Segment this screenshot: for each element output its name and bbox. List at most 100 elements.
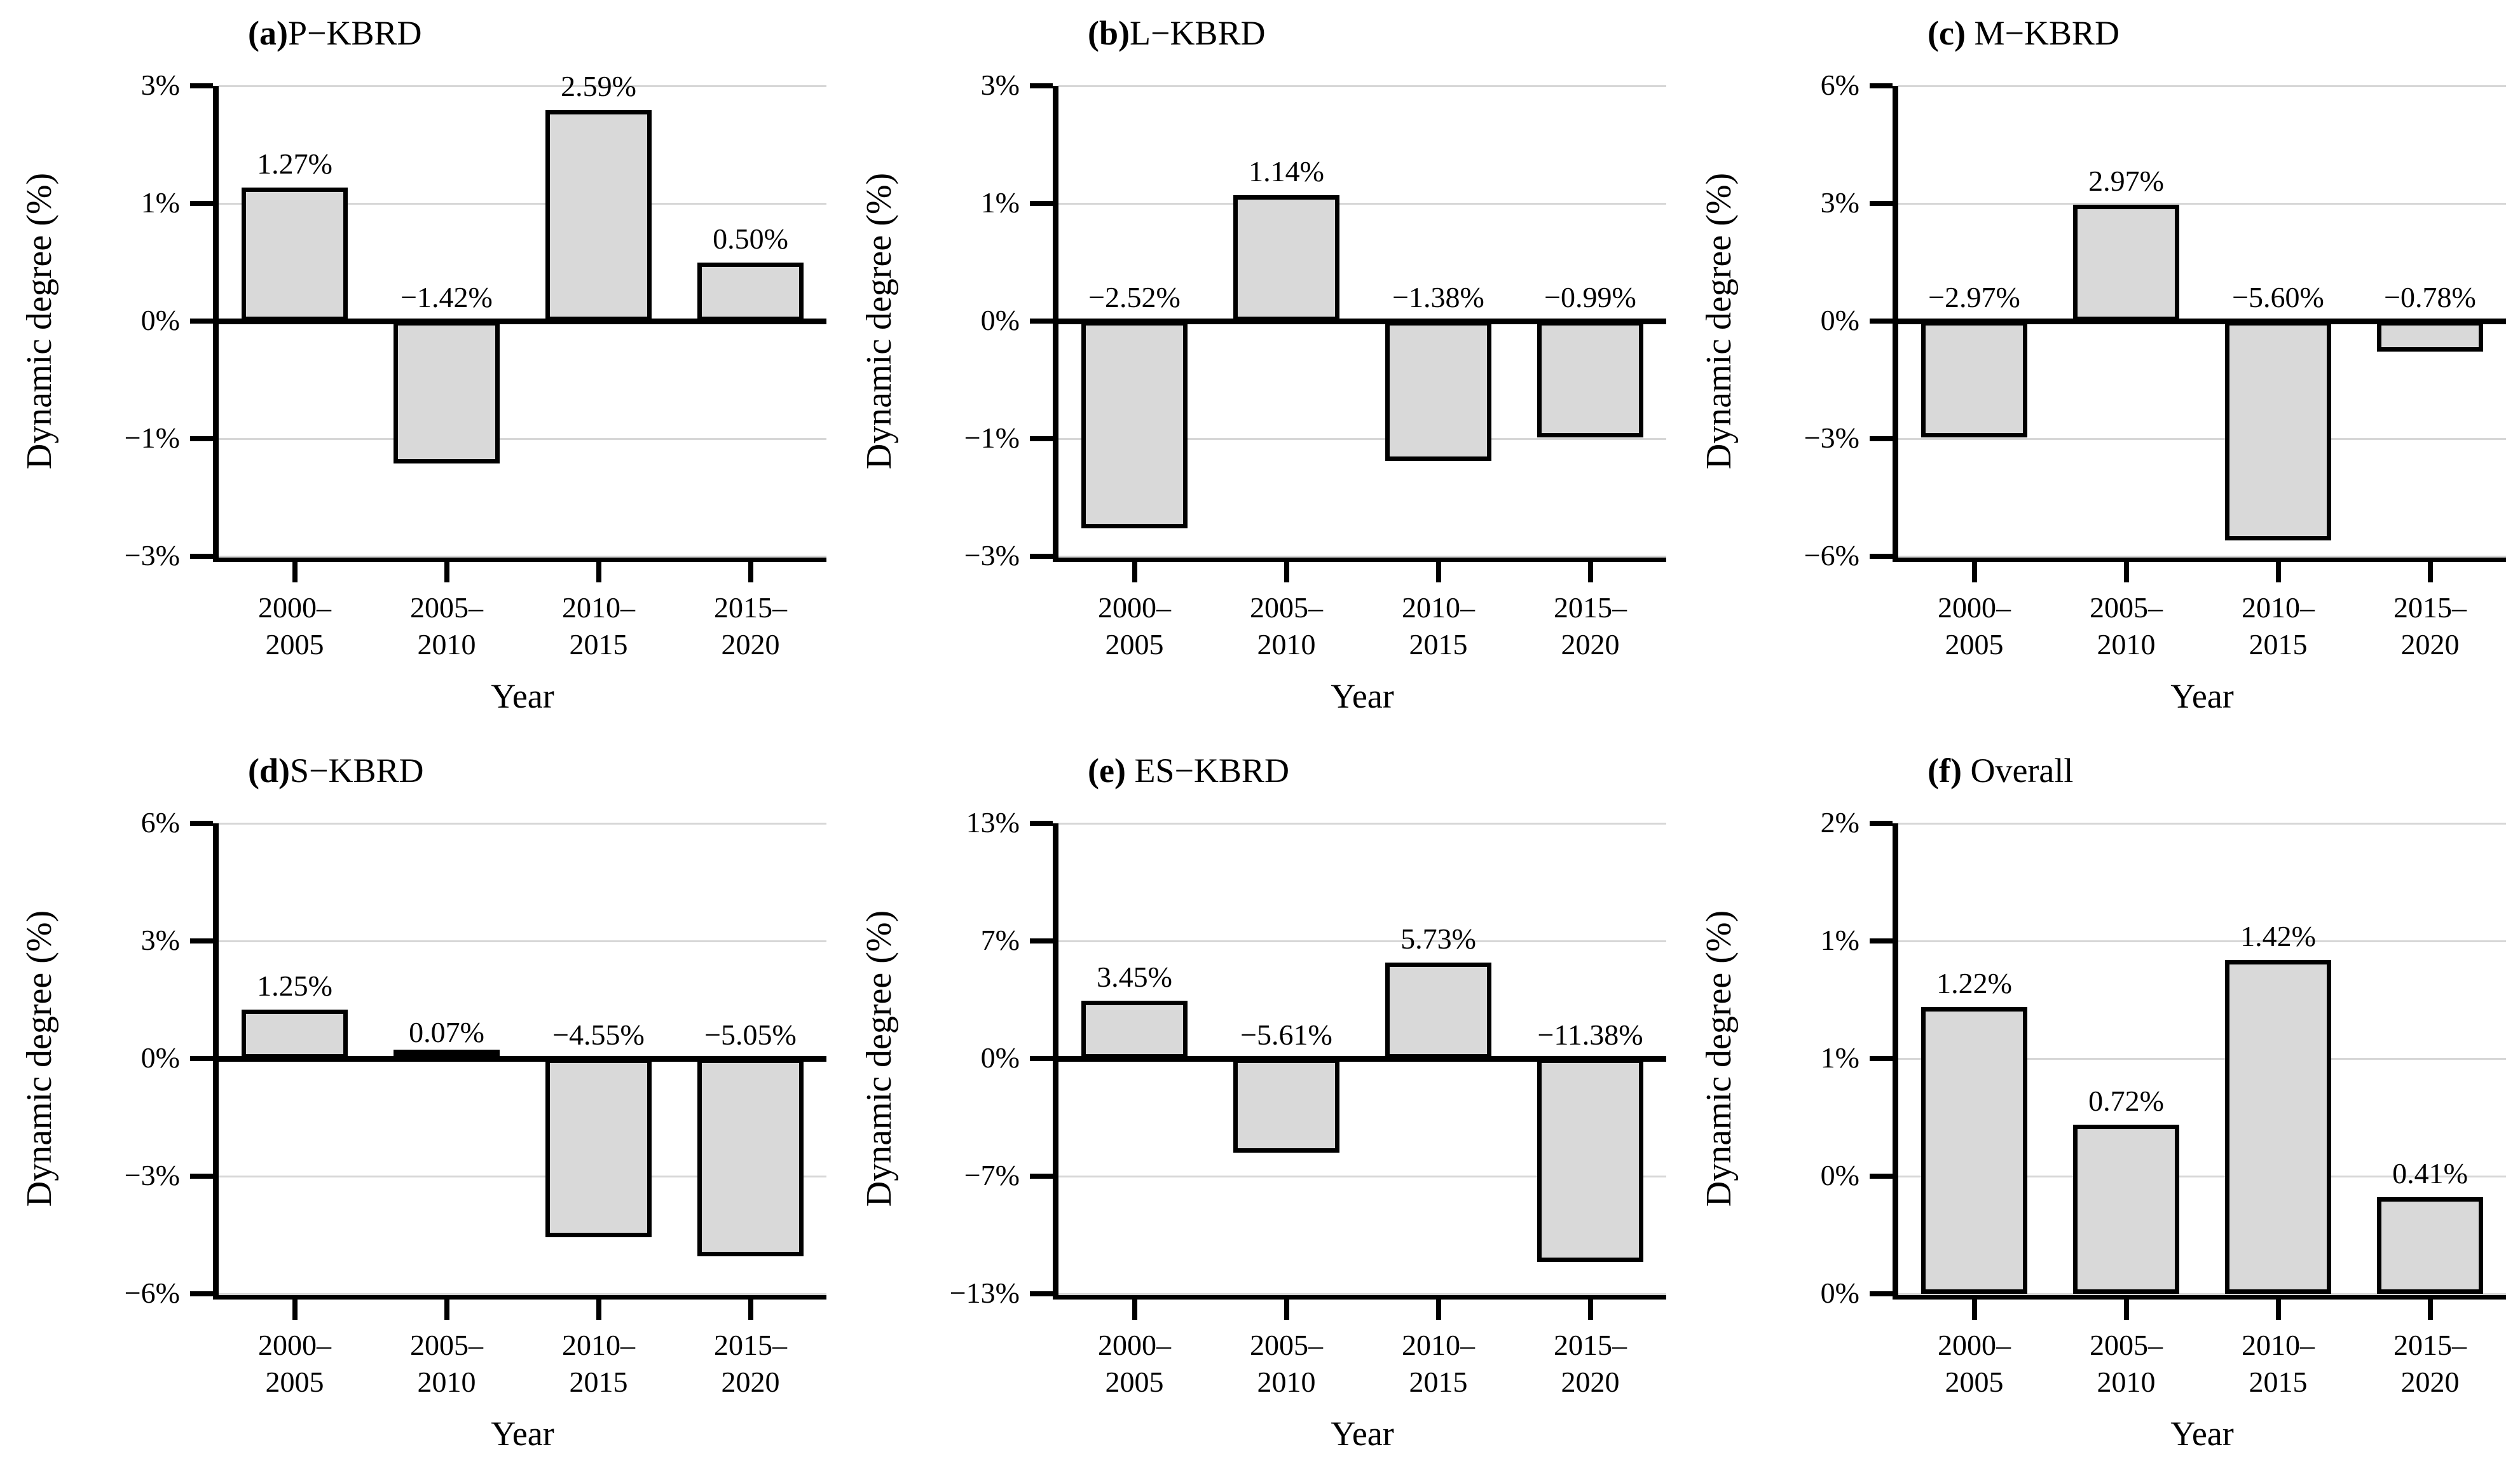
y-tick-mark xyxy=(1030,436,1053,441)
x-tick-label: 2000– 2005 xyxy=(1938,1327,2011,1401)
x-tick-label: 2000– 2005 xyxy=(1098,589,1171,663)
zero-line xyxy=(1898,319,2506,324)
y-tick-label: 1% xyxy=(1820,1041,1859,1074)
bar xyxy=(241,1009,348,1059)
bar-value-label: 2.97% xyxy=(2088,164,2164,197)
x-tick-mark xyxy=(748,562,753,582)
bar-value-label: −5.61% xyxy=(1240,1019,1332,1051)
gridline xyxy=(1058,202,1666,205)
x-tick-line1: 2015– xyxy=(2393,1329,2467,1361)
x-tick-label: 2010– 2015 xyxy=(562,1327,635,1401)
y-tick-label: −6% xyxy=(1804,539,1859,572)
bar-value-label: −2.97% xyxy=(1928,281,2020,313)
y-tick-mark xyxy=(190,1291,213,1296)
gridline xyxy=(219,940,826,942)
y-tick-mark xyxy=(1030,83,1053,88)
gridline xyxy=(219,202,826,205)
y-tick-label: −3% xyxy=(1804,422,1859,454)
y-tick-label: −7% xyxy=(964,1159,1020,1191)
y-tick-label: 0% xyxy=(980,304,1020,336)
panel-title-text: ES−KBRD xyxy=(1125,751,1289,790)
gridline xyxy=(1898,822,2506,825)
y-tick-label: 3% xyxy=(140,69,180,101)
x-tick-line2: 2010 xyxy=(2097,628,2156,661)
x-tick-line2: 2020 xyxy=(1561,628,1620,661)
bar xyxy=(1233,1059,1340,1153)
gridline xyxy=(219,85,826,87)
x-tick-line2: 2005 xyxy=(265,1366,324,1398)
x-tick-label: 2015– 2020 xyxy=(1554,1327,1627,1401)
y-tick-mark xyxy=(1870,1291,1893,1296)
bar-value-label: 1.22% xyxy=(1936,966,2012,999)
x-tick-mark xyxy=(1587,1300,1593,1320)
x-tick-mark xyxy=(292,1300,298,1320)
bar-value-label: −11.38% xyxy=(1537,1019,1643,1051)
y-tick-mark xyxy=(190,319,213,324)
x-tick-line2: 2015 xyxy=(569,628,628,661)
y-tick-mark xyxy=(1870,1174,1893,1179)
x-tick-line1: 2015– xyxy=(2393,591,2467,624)
bar xyxy=(2224,321,2332,541)
x-tick-line2: 2015 xyxy=(569,1366,628,1398)
x-tick-label: 2015– 2020 xyxy=(714,589,787,663)
gridline xyxy=(1898,1057,2506,1060)
x-axis-label: Year xyxy=(2170,1415,2234,1453)
y-tick-label: 6% xyxy=(1820,69,1859,101)
y-tick-mark xyxy=(190,1056,213,1061)
x-tick-mark xyxy=(2427,562,2433,582)
gridline xyxy=(1058,940,1666,942)
x-tick-mark xyxy=(1284,562,1289,582)
panel-title: (e) ES−KBRD xyxy=(1088,751,1289,790)
x-tick-mark xyxy=(2275,562,2281,582)
x-tick-line1: 2005– xyxy=(1250,591,1323,624)
x-tick-line2: 2010 xyxy=(417,1366,476,1398)
bar-value-label: 0.72% xyxy=(2088,1084,2164,1117)
x-tick-line1: 2000– xyxy=(1098,1329,1171,1361)
x-axis-label: Year xyxy=(1331,1415,1394,1453)
panel-title-text: P−KBRD xyxy=(287,14,422,52)
y-tick-label: 0% xyxy=(1820,1277,1859,1309)
bar xyxy=(2072,1124,2180,1294)
panel-e: Dynamic degree (%) (e) ES−KBRD 3.45% −5.61%… xyxy=(840,738,1680,1475)
x-tick-mark xyxy=(2427,1300,2433,1320)
panel-letter: (f) xyxy=(1928,751,1962,790)
y-tick-label: 0% xyxy=(140,1041,180,1074)
y-tick-label: −3% xyxy=(124,539,180,572)
x-tick-mark xyxy=(444,562,449,582)
panel-d: Dynamic degree (%) (d)S−KBRD 1.25% 0.07% −4.… xyxy=(0,738,840,1475)
bar xyxy=(545,109,652,321)
y-tick-mark xyxy=(1030,319,1053,324)
x-tick-label: 2005– 2010 xyxy=(1250,1327,1323,1401)
zero-line xyxy=(1058,1056,1666,1062)
x-tick-line2: 2020 xyxy=(721,1366,780,1398)
bar xyxy=(2376,321,2484,352)
gridline xyxy=(1898,555,2506,558)
y-tick-mark xyxy=(190,201,213,206)
plot-area: −2.52% 1.14% −1.38% −0.99% xyxy=(1053,85,1666,562)
x-tick-line1: 2010– xyxy=(1402,591,1475,624)
x-tick-label: 2005– 2010 xyxy=(2090,1327,2163,1401)
panel-f: Dynamic degree (%) (f) Overall 1.22% 0.72% 1… xyxy=(1680,738,2519,1475)
bar xyxy=(2072,204,2180,321)
y-tick-mark xyxy=(190,436,213,441)
bar-value-label: 0.07% xyxy=(409,1015,484,1048)
y-tick-label: 3% xyxy=(140,924,180,956)
y-tick-mark xyxy=(1870,319,1893,324)
y-tick-mark xyxy=(190,83,213,88)
bar-value-label: −5.05% xyxy=(704,1019,797,1051)
x-tick-label: 2000– 2005 xyxy=(258,589,331,663)
panel-a: Dynamic degree (%) (a)P−KBRD 1.27% −1.42% 2.… xyxy=(0,0,840,738)
x-tick-mark xyxy=(292,562,298,582)
gridline xyxy=(1898,1293,2506,1295)
bar xyxy=(697,262,804,321)
x-tick-mark xyxy=(748,1300,753,1320)
x-tick-line2: 2005 xyxy=(1945,628,2004,661)
y-tick-label: 1% xyxy=(140,186,180,219)
y-tick-label: −13% xyxy=(949,1277,1020,1309)
y-tick-label: 0% xyxy=(1820,1159,1859,1191)
x-axis-label: Year xyxy=(491,1415,554,1453)
bar xyxy=(2376,1197,2484,1294)
y-tick-label: −3% xyxy=(964,539,1020,572)
panel-letter: (b) xyxy=(1088,14,1130,52)
x-axis-label: Year xyxy=(1331,677,1394,715)
